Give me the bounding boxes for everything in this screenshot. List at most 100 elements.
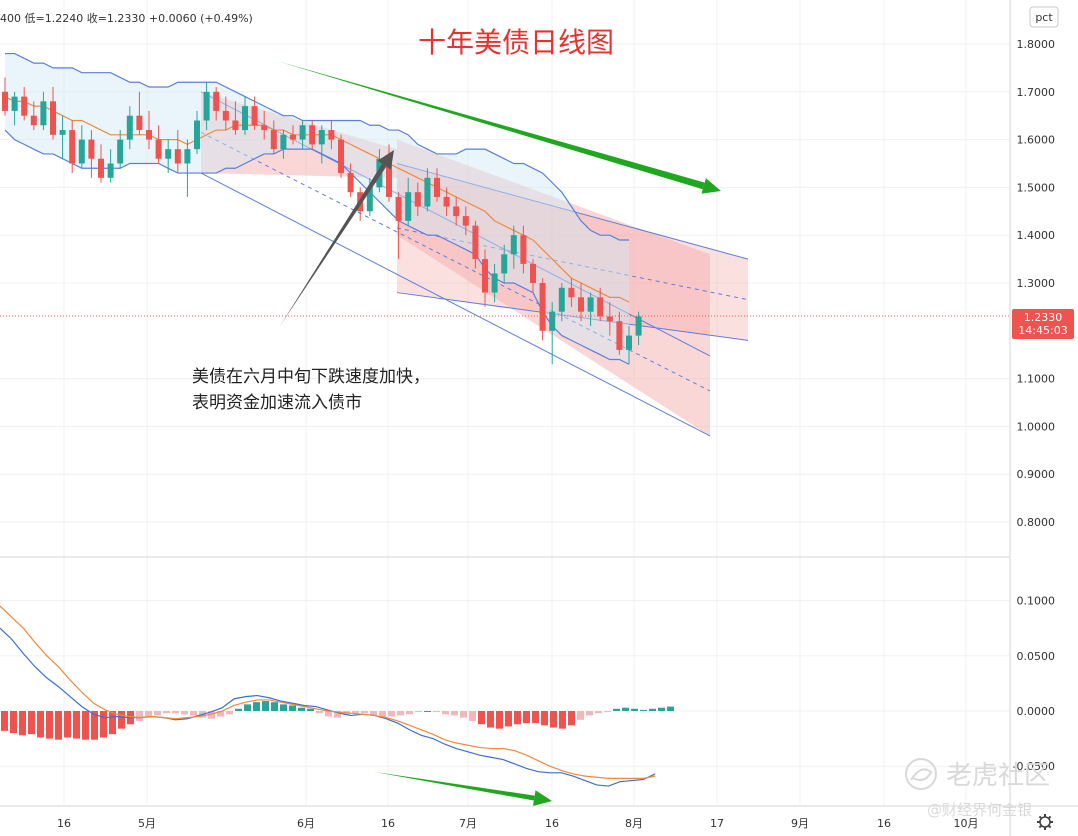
macd-histogram-bar: [577, 711, 584, 720]
candle[interactable]: [328, 120, 335, 150]
candle[interactable]: [69, 120, 76, 174]
candle[interactable]: [203, 82, 210, 131]
candle[interactable]: [338, 134, 344, 178]
candle[interactable]: [578, 283, 584, 322]
candle[interactable]: [232, 101, 239, 135]
macd-line: [0, 627, 656, 787]
candle-body: [318, 130, 325, 145]
candle[interactable]: [126, 106, 133, 150]
macd-axis[interactable]: 0.1000 0.0500 0.0000 -0.0500: [1013, 595, 1055, 774]
candle[interactable]: [146, 110, 152, 150]
unit-toggle-button[interactable]: pct: [1029, 6, 1059, 28]
candle[interactable]: [213, 87, 220, 121]
macd-histogram-bar: [550, 711, 557, 728]
candle[interactable]: [462, 206, 469, 236]
candle[interactable]: [616, 311, 623, 355]
candle[interactable]: [347, 163, 354, 197]
chart-title: 十年美债日线图: [418, 26, 614, 59]
candle[interactable]: [11, 91, 18, 126]
candle[interactable]: [222, 96, 229, 131]
candle-body: [232, 120, 239, 131]
candle[interactable]: [59, 115, 66, 159]
candle[interactable]: [443, 187, 450, 217]
price-tick-label: 0.8000: [1017, 516, 1056, 529]
candle[interactable]: [405, 177, 412, 226]
time-axis[interactable]: 16 5月 6月 16 7月 16 8月 17 9月 16 10月: [57, 817, 979, 830]
bollinger-fill: [5, 53, 629, 365]
candle[interactable]: [290, 125, 296, 145]
candle[interactable]: [530, 259, 536, 293]
candle[interactable]: [98, 144, 104, 183]
candle-body: [11, 96, 18, 111]
candle[interactable]: [174, 130, 181, 174]
macd-histogram-bar: [532, 711, 539, 724]
candle[interactable]: [136, 91, 143, 135]
candle-body: [338, 139, 344, 174]
candle[interactable]: [270, 120, 277, 154]
candle-body: [88, 139, 95, 159]
candle[interactable]: [107, 149, 114, 183]
candle[interactable]: [472, 220, 479, 269]
candle-body: [414, 192, 421, 207]
candle[interactable]: [155, 125, 162, 164]
gray-pointer-arrow: [280, 150, 394, 326]
candle[interactable]: [434, 168, 440, 202]
candle[interactable]: [414, 182, 421, 217]
candle[interactable]: [482, 249, 488, 307]
candle[interactable]: [453, 196, 460, 226]
candle[interactable]: [21, 87, 28, 121]
price-axis[interactable]: 1.8000 1.7000 1.6000 1.5000 1.4000 1.3000 1.10…: [1017, 38, 1056, 529]
candle-body: [203, 91, 210, 121]
candle[interactable]: [261, 110, 268, 140]
candle[interactable]: [587, 292, 594, 327]
candle[interactable]: [184, 139, 191, 197]
candle[interactable]: [165, 139, 172, 174]
candle[interactable]: [242, 96, 248, 135]
macd-histogram-bar: [568, 711, 575, 726]
candle[interactable]: [635, 311, 642, 346]
time-tick-label: 10月: [954, 817, 979, 830]
time-tick-label: 16: [57, 817, 71, 830]
macd-histogram-bar: [181, 711, 188, 715]
candle[interactable]: [568, 278, 575, 307]
candle[interactable]: [251, 96, 258, 131]
candle[interactable]: [558, 283, 565, 322]
gear-icon[interactable]: [1037, 814, 1053, 830]
macd-histogram-bar: [109, 711, 116, 735]
candle[interactable]: [520, 225, 527, 274]
macd-histogram-bar: [325, 711, 332, 717]
candle[interactable]: [117, 130, 124, 169]
candle[interactable]: [280, 130, 287, 159]
candle[interactable]: [510, 225, 517, 269]
macd-histogram-bar: [208, 711, 215, 719]
candle[interactable]: [2, 77, 8, 116]
candle[interactable]: [299, 120, 306, 150]
candle[interactable]: [88, 130, 95, 178]
candle[interactable]: [50, 87, 56, 140]
candle[interactable]: [549, 302, 556, 365]
macd-tick-label: 0.0000: [1017, 705, 1056, 718]
candle[interactable]: [78, 125, 85, 169]
candle[interactable]: [318, 125, 325, 164]
watermark: 老虎社区 @财经界何金银: [905, 758, 1050, 819]
candle[interactable]: [626, 326, 632, 365]
macd-histogram-bar: [424, 711, 431, 712]
candle[interactable]: [309, 120, 316, 150]
trend-arrows: [277, 61, 721, 806]
candle[interactable]: [424, 168, 431, 212]
candle-body: [539, 283, 546, 331]
candle[interactable]: [30, 101, 37, 131]
candle[interactable]: [491, 263, 498, 303]
macd-histogram-bar: [100, 711, 107, 738]
candle[interactable]: [40, 91, 47, 131]
candle[interactable]: [395, 192, 402, 260]
candle[interactable]: [606, 302, 613, 336]
candle[interactable]: [539, 278, 546, 341]
annotation-line-1: 美债在六月中旬下跌速度加快，: [192, 367, 430, 387]
candle-body: [184, 149, 191, 164]
candle-body: [222, 110, 229, 121]
macd-histogram-bar: [154, 711, 161, 716]
candle[interactable]: [501, 244, 508, 283]
candle[interactable]: [194, 110, 200, 154]
